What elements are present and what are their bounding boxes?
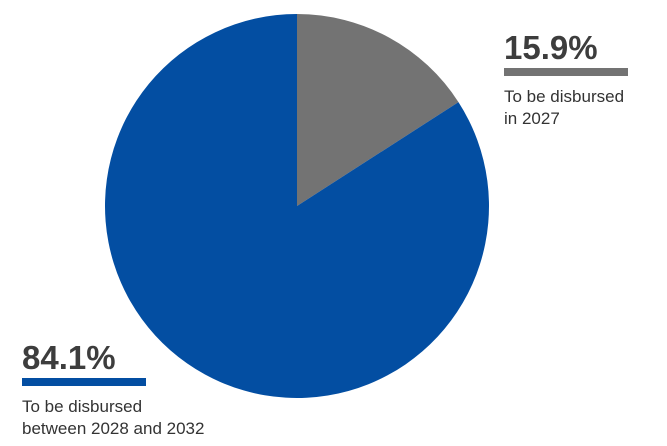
slice-label-2027: 15.9% (504, 29, 598, 66)
pie-slice-2028-2032 (105, 14, 490, 398)
slice-description-2028-2032-line-2: between 2028 and 2032 (22, 419, 205, 438)
callout-2027: 15.9% To be disbursed in 2027 (504, 30, 664, 130)
slice-label-2028-2032: 84.1% (22, 339, 116, 376)
slice-description-2028-2032: To be disbursed between 2028 and 2032 (22, 396, 282, 440)
slice-description-2027-line-2: in 2027 (504, 109, 560, 128)
pie-slices (105, 14, 490, 398)
slice-description-2027: To be disbursed in 2027 (504, 86, 664, 130)
legend-bar-2028-2032 (22, 378, 146, 386)
callout-2028-2032: 84.1% To be disbursed between 2028 and 2… (22, 340, 282, 440)
slice-description-2028-2032-line-1: To be disbursed (22, 397, 143, 416)
legend-bar-2027 (504, 68, 628, 76)
slice-description-2027-line-1: To be disbursed (504, 87, 625, 106)
pie-slice-2027 (297, 14, 459, 206)
